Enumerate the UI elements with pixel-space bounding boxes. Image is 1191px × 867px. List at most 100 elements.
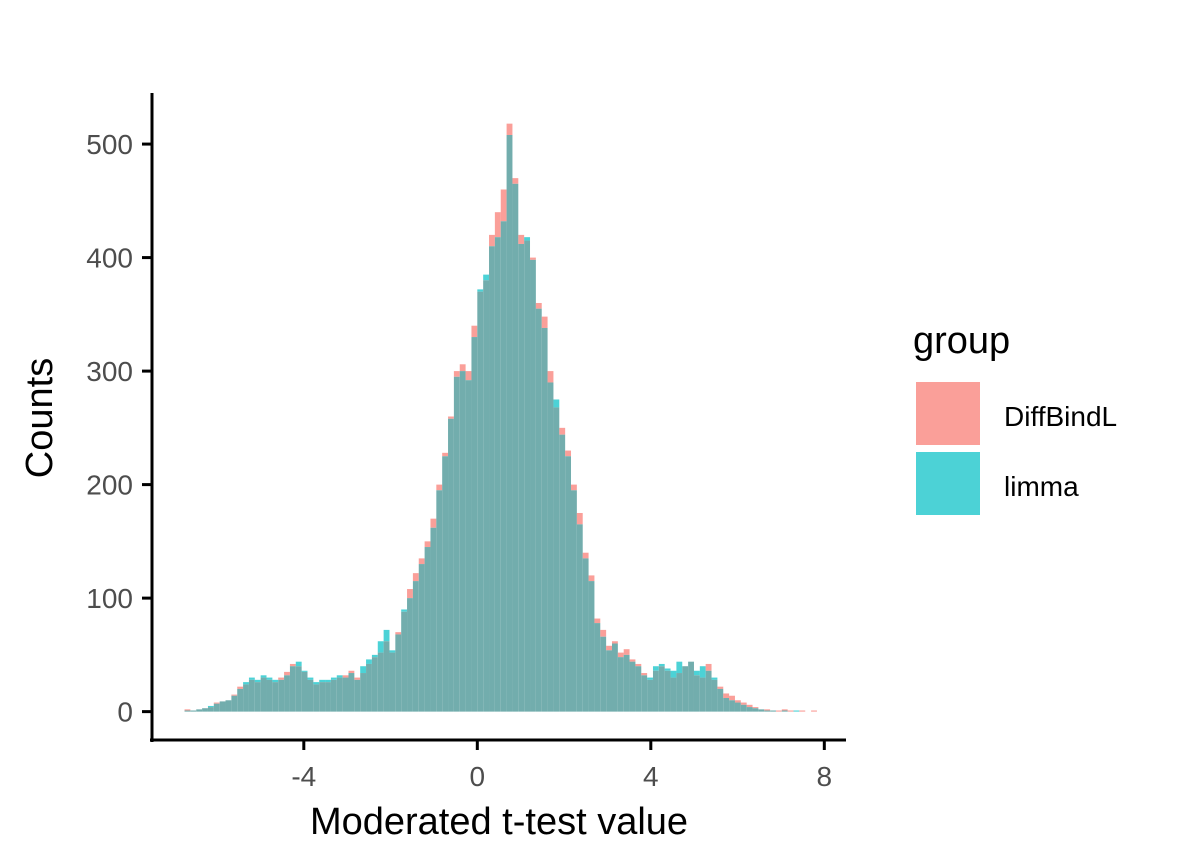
- bar-overlap: [295, 666, 302, 712]
- bar-overlap: [459, 371, 466, 712]
- bar-diffbindl: [787, 710, 794, 712]
- bar-limma: [389, 650, 396, 653]
- bar-diffbindl: [717, 686, 724, 689]
- bar-diffbindl: [231, 694, 238, 696]
- bar-diffbindl: [565, 450, 572, 457]
- bar-overlap: [723, 698, 730, 712]
- y-axis-ticks: 0 100 200 300 400 500: [86, 129, 152, 728]
- bar-diffbindl: [588, 575, 595, 582]
- bar-overlap: [430, 527, 437, 712]
- bar-overlap: [184, 710, 191, 712]
- bar-limma: [272, 679, 279, 683]
- bar-diffbindl: [600, 629, 607, 637]
- bar-overlap: [366, 663, 372, 712]
- bar-overlap: [594, 623, 601, 712]
- bar-limma: [652, 666, 659, 671]
- bar-overlap: [231, 695, 238, 712]
- bar-diffbindl: [729, 695, 735, 701]
- bar-overlap: [260, 677, 267, 712]
- bar-diffbindl: [530, 257, 536, 260]
- bar-diffbindl: [354, 677, 361, 680]
- bar-overlap: [494, 237, 501, 712]
- legend-label-diffbindl: DiffBindL: [1004, 401, 1117, 432]
- legend-label-limma: limma: [1004, 471, 1079, 502]
- bar-limma: [553, 399, 560, 408]
- bar-overlap: [588, 581, 595, 712]
- bar-overlap: [676, 673, 683, 712]
- bar-overlap: [576, 524, 583, 712]
- bar-overlap: [746, 707, 753, 712]
- bar-diffbindl: [506, 123, 513, 135]
- bar-diffbindl: [342, 675, 349, 678]
- bar-diffbindl: [611, 641, 618, 644]
- bar-diffbindl: [442, 452, 449, 457]
- bar-overlap: [764, 710, 771, 712]
- x-tick-label: -4: [291, 761, 316, 792]
- bar-diffbindl: [629, 659, 636, 662]
- bar-diffbindl: [489, 234, 495, 247]
- bar-limma: [401, 609, 408, 612]
- bar-overlap: [278, 679, 285, 712]
- bar-diffbindl: [576, 512, 583, 525]
- bar-diffbindl: [494, 212, 501, 238]
- bar-diffbindl: [775, 710, 782, 712]
- y-tick-label: 400: [86, 243, 133, 274]
- bar-overlap: [207, 707, 214, 712]
- bar-overlap: [489, 246, 495, 712]
- bar-diffbindl: [811, 710, 817, 712]
- bar-overlap: [360, 673, 367, 712]
- bar-diffbindl: [412, 573, 419, 582]
- bar-overlap: [401, 611, 408, 712]
- bar-overlap: [354, 679, 361, 712]
- legend-key-diffbindl: [916, 382, 980, 445]
- bar-limma: [330, 677, 337, 680]
- bar-diffbindl: [500, 189, 507, 222]
- bar-diffbindl: [799, 710, 806, 712]
- y-axis-title: Counts: [19, 358, 61, 478]
- bar-diffbindl: [448, 416, 454, 419]
- bar-overlap: [284, 675, 290, 712]
- bar-diffbindl: [541, 316, 548, 328]
- bar-diffbindl: [606, 645, 612, 651]
- bar-overlap: [219, 701, 226, 712]
- bar-limma: [366, 659, 372, 664]
- legend: group DiffBindL limma: [913, 320, 1117, 515]
- bar-limma: [295, 661, 302, 667]
- bar-diffbindl: [471, 325, 478, 338]
- bar-overlap: [377, 652, 384, 712]
- bar-overlap: [237, 688, 244, 712]
- bar-overlap: [541, 327, 548, 712]
- bar-diffbindl: [723, 693, 730, 699]
- x-tick-label: 8: [817, 761, 833, 792]
- bar-overlap: [530, 259, 536, 712]
- bar-diffbindl: [582, 552, 589, 559]
- bar-limma: [325, 679, 331, 683]
- x-axis-ticks: -4 0 4 8: [291, 740, 832, 792]
- bar-overlap: [453, 376, 460, 712]
- bar-overlap: [623, 654, 630, 712]
- bar-overlap: [395, 634, 402, 712]
- bar-overlap: [752, 708, 759, 712]
- bar-overlap: [319, 682, 326, 712]
- bar-limma: [699, 666, 706, 678]
- bar-diffbindl: [289, 663, 296, 667]
- bar-overlap: [571, 490, 577, 712]
- bar-overlap: [442, 456, 449, 712]
- x-tick-label: 0: [470, 761, 486, 792]
- bar-diffbindl: [348, 670, 355, 674]
- bar-overlap: [512, 183, 519, 712]
- x-tick-label: 4: [643, 761, 659, 792]
- bar-overlap: [412, 581, 419, 712]
- bar-diffbindl: [571, 484, 577, 491]
- bar-diffbindl: [518, 234, 525, 244]
- bar-limma: [676, 661, 683, 674]
- bar-diffbindl: [430, 518, 437, 528]
- bar-overlap: [272, 682, 279, 712]
- bar-diffbindl: [641, 673, 648, 676]
- bar-limma: [483, 274, 490, 281]
- bar-overlap: [781, 710, 788, 712]
- bar-diffbindl: [395, 632, 402, 635]
- y-tick-label: 200: [86, 470, 133, 501]
- bar-diffbindl: [635, 663, 642, 667]
- bar-limma: [664, 668, 671, 671]
